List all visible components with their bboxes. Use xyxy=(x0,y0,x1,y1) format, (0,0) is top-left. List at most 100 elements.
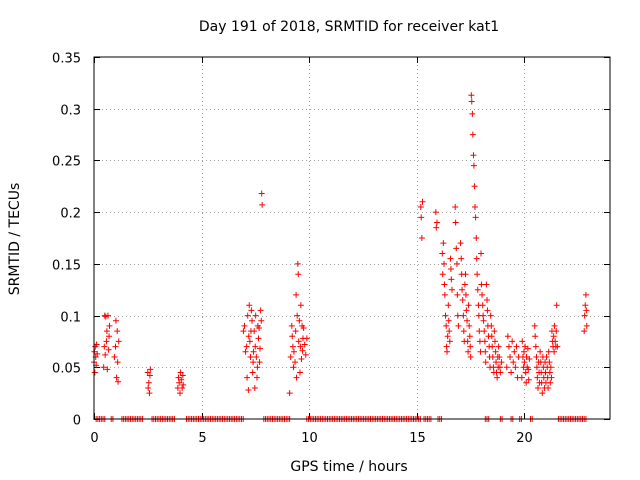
data-point xyxy=(533,364,540,371)
data-point xyxy=(526,356,533,363)
data-point xyxy=(513,343,520,350)
data-point xyxy=(418,214,425,221)
data-point xyxy=(554,343,561,350)
data-point xyxy=(289,333,296,340)
data-point xyxy=(255,335,262,342)
y-tick-label: 0.15 xyxy=(52,259,81,274)
data-point xyxy=(114,359,121,366)
data-point xyxy=(111,353,118,360)
data-point xyxy=(286,390,293,397)
data-point xyxy=(251,384,258,391)
y-axis-ticks: 0 0.05 0.1 0.15 0.2 0.25 0.3 0.35 xyxy=(52,52,610,429)
data-point xyxy=(114,328,121,335)
data-point xyxy=(257,307,264,314)
data-point xyxy=(106,322,113,329)
data-point xyxy=(245,333,252,340)
data-point xyxy=(176,379,183,386)
data-point xyxy=(484,307,491,314)
data-point xyxy=(242,348,249,355)
data-point xyxy=(447,255,454,262)
data-point xyxy=(469,131,476,138)
data-point xyxy=(525,366,532,373)
data-point xyxy=(251,328,258,335)
data-point xyxy=(294,260,301,267)
data-point xyxy=(103,328,110,335)
data-point xyxy=(447,266,454,273)
data-point xyxy=(553,302,560,309)
data-point xyxy=(525,376,532,383)
data-point xyxy=(522,369,529,376)
data-point xyxy=(518,374,525,381)
data-point xyxy=(455,322,462,329)
data-point xyxy=(507,353,514,360)
data-point xyxy=(581,312,588,319)
data-point xyxy=(496,353,503,360)
data-point xyxy=(252,312,259,319)
data-point xyxy=(511,348,518,355)
data-point xyxy=(509,338,516,345)
data-point xyxy=(298,356,305,363)
data-point xyxy=(240,328,247,335)
data-point xyxy=(494,374,501,381)
data-point xyxy=(545,384,552,391)
data-point xyxy=(457,240,464,247)
data-point xyxy=(439,271,446,278)
data-point xyxy=(462,291,469,298)
data-point xyxy=(472,214,479,221)
data-point xyxy=(474,271,481,278)
data-point xyxy=(474,286,481,293)
data-point xyxy=(145,379,152,386)
grid-lines xyxy=(94,57,610,419)
data-point xyxy=(293,374,300,381)
data-point xyxy=(433,219,440,226)
data-point xyxy=(444,348,451,355)
chart-title: Day 191 of 2018, SRMTID for receiver kat… xyxy=(199,19,499,35)
data-point xyxy=(301,341,308,348)
data-point xyxy=(249,369,256,376)
data-point xyxy=(244,312,251,319)
data-point xyxy=(491,338,498,345)
data-point xyxy=(443,343,450,350)
data-point xyxy=(454,291,461,298)
data-point xyxy=(464,317,471,324)
data-point xyxy=(299,347,306,354)
data-point xyxy=(583,322,590,329)
data-point xyxy=(488,322,495,329)
data-point xyxy=(532,333,539,340)
data-point xyxy=(488,333,495,340)
data-point xyxy=(113,374,120,381)
data-point xyxy=(551,322,558,329)
x-axis-ticks: 0 5 10 15 20 xyxy=(90,57,533,446)
data-point xyxy=(295,271,302,278)
data-point xyxy=(103,338,110,345)
data-point xyxy=(441,291,448,298)
data-point xyxy=(256,324,263,331)
data-point xyxy=(448,276,455,283)
data-point xyxy=(582,302,589,309)
data-point xyxy=(104,366,111,373)
data-point xyxy=(470,152,477,159)
data-point xyxy=(521,348,527,355)
data-point xyxy=(177,369,184,376)
data-point xyxy=(93,341,100,348)
data-point xyxy=(146,372,153,379)
data-point xyxy=(445,317,452,324)
data-point xyxy=(243,343,250,350)
data-point xyxy=(250,359,257,366)
data-point xyxy=(548,374,555,381)
data-point xyxy=(302,351,309,358)
data-point xyxy=(543,353,550,360)
data-point xyxy=(469,110,476,117)
data-point xyxy=(440,240,447,247)
data-point xyxy=(91,369,98,376)
data-point xyxy=(297,302,304,309)
data-point xyxy=(253,353,260,360)
data-point xyxy=(292,359,299,366)
data-point xyxy=(582,291,589,298)
data-point xyxy=(508,369,515,376)
data-point xyxy=(259,201,266,208)
data-point xyxy=(491,328,498,335)
data-point xyxy=(297,343,304,350)
data-point xyxy=(473,255,480,262)
x-axis-label: GPS time / hours xyxy=(290,459,407,475)
